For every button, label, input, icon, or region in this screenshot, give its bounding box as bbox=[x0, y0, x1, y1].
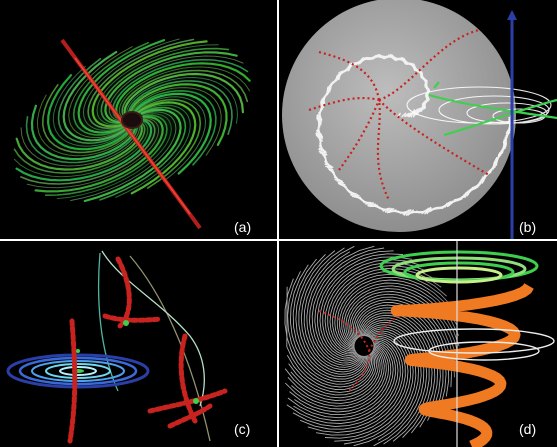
vortex-core bbox=[121, 111, 143, 129]
panel-c-label: (c) bbox=[234, 421, 251, 437]
panel-c: (c) bbox=[0, 241, 277, 447]
red-curves bbox=[318, 310, 400, 392]
green-highlights bbox=[76, 320, 199, 404]
red-axis bbox=[60, 38, 202, 230]
panel-a: (a) bbox=[0, 0, 277, 239]
blue-disk bbox=[6, 353, 150, 389]
panel-b-label: (b) bbox=[519, 219, 537, 235]
white-rings bbox=[393, 328, 555, 361]
green-streamlines bbox=[428, 81, 557, 137]
panel-b-visualization bbox=[282, 0, 557, 239]
white-flow-ticks bbox=[315, 53, 513, 216]
panel-b: (b) bbox=[279, 0, 557, 239]
panel-a-visualization bbox=[13, 38, 251, 230]
panel-d-visualization bbox=[284, 241, 555, 447]
panel-d: (d) bbox=[279, 241, 557, 447]
red-separatrices bbox=[308, 28, 490, 201]
panel-c-visualization bbox=[6, 250, 228, 444]
panel-a-label: (a) bbox=[234, 219, 252, 235]
orange-funnel bbox=[390, 251, 537, 447]
green-streamlines bbox=[13, 38, 251, 203]
green-rings bbox=[379, 250, 539, 284]
blue-axis-arrow bbox=[507, 10, 517, 20]
red-tubes bbox=[67, 256, 228, 444]
panel-d-label: (d) bbox=[519, 421, 537, 437]
